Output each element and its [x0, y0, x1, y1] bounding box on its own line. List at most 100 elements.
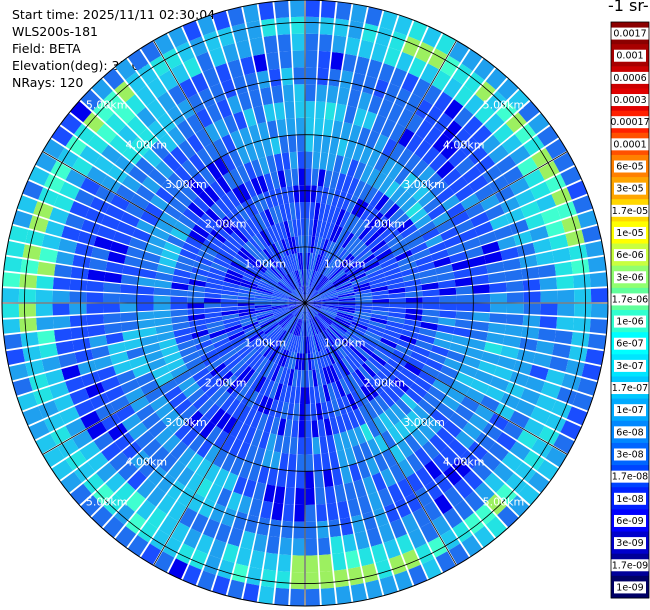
ray-gate-cell: [488, 322, 506, 334]
ray-gate-cell: [352, 243, 368, 258]
ray-gate-cell: [335, 380, 346, 398]
ray-gate-cell: [126, 347, 145, 360]
ray-gate-cell: [420, 275, 438, 285]
ray-gate-cell: [394, 498, 412, 518]
ray-gate-cell: [132, 228, 151, 243]
ray-gate-cell: [397, 148, 414, 167]
ray-gate-cell: [344, 332, 360, 346]
ray-gate-cell: [330, 269, 345, 282]
ray-gate-cell: [28, 215, 49, 233]
ray-gate-cell: [80, 410, 101, 429]
ray-gate-cell: [276, 570, 291, 589]
ray-gate-cell: [277, 312, 292, 325]
ray-gate-cell: [217, 559, 235, 580]
ray-gate-cell: [238, 91, 253, 111]
ray-gate-cell: [293, 290, 305, 303]
ray-gate-cell: [203, 554, 221, 575]
ray-gate-cell: [358, 547, 374, 567]
ray-gate-cell: [355, 305, 373, 310]
colorbar-label-bg: [608, 382, 650, 395]
ray-gate-cell: [449, 251, 468, 264]
ray-gate-cell: [258, 585, 275, 605]
ray-gate-cell: [105, 261, 124, 274]
ray-gate-cell: [522, 315, 541, 327]
ray-gate-cell: [319, 554, 333, 572]
ray-gate-cell: [313, 134, 323, 153]
ray-gate-cell: [315, 276, 328, 291]
ray-gate-cell: [420, 321, 438, 331]
ray-gate-cell: [204, 444, 221, 464]
ray-gate-cell: [354, 530, 370, 550]
ray-gate-cell: [448, 543, 470, 565]
ray-gate-cell: [331, 189, 342, 207]
ray-gate-cell: [321, 303, 339, 305]
ray-gate-cell: [281, 278, 294, 292]
ray-gate-cell: [305, 303, 321, 309]
ray-gate-cell: [517, 157, 538, 177]
ray-gate-cell: [305, 300, 322, 303]
ray-gate-cell: [290, 572, 305, 590]
ray-gate-cell: [497, 78, 519, 100]
ray-gate-cell: [253, 482, 266, 501]
ray-gate-cell: [475, 432, 496, 451]
ray-gate-cell: [330, 345, 342, 362]
ray-gate-cell: [69, 279, 88, 291]
ray-gate-cell: [314, 274, 325, 290]
ray-gate-cell: [305, 291, 318, 303]
ray-gate-cell: [523, 303, 541, 315]
ray-gate-cell: [245, 326, 262, 337]
ray-gate-cell: [517, 429, 538, 449]
ray-gate-cell: [315, 101, 326, 119]
ray-gate-cell: [65, 135, 87, 156]
ray-gate-cell: [305, 538, 318, 556]
ray-gate-cell: [468, 441, 488, 461]
ray-gate-cell: [374, 153, 389, 172]
ray-gate-cell: [86, 280, 104, 292]
ray-gate-cell: [275, 311, 291, 322]
ray-gate-cell: [345, 550, 361, 569]
ray-gate-cell: [321, 307, 338, 314]
ray-gate-cell: [225, 273, 243, 282]
ray-gate-cell: [25, 229, 45, 247]
ray-gate-cell: [142, 342, 161, 355]
ray-gate-cell: [430, 409, 449, 427]
ray-gate-cell: [299, 336, 304, 354]
ray-gate-cell: [17, 392, 38, 411]
ray-gate-cell: [470, 378, 490, 395]
ray-gate-cell: [172, 275, 190, 285]
ray-gate-cell: [89, 335, 108, 348]
ray-gate-cell: [305, 303, 322, 308]
ray-gate-cell: [5, 348, 25, 366]
ray-gate-cell: [314, 316, 325, 332]
ray-gate-cell: [311, 271, 319, 288]
ray-gate-cell: [187, 308, 205, 315]
ray-gate-cell: [266, 52, 280, 71]
ray-gate-cell: [257, 413, 269, 431]
ray-gate-cell: [379, 575, 398, 596]
ray-gate-cell: [239, 127, 253, 146]
ray-gate-cell: [388, 307, 406, 314]
ray-gate-cell: [386, 277, 404, 286]
ray-gate-cell: [57, 147, 79, 168]
ray-gate-cell: [462, 422, 482, 441]
ray-gate-cell: [244, 180, 257, 198]
ray-gate-cell: [293, 185, 300, 203]
ray-gate-cell: [412, 184, 430, 202]
ray-gate-cell: [222, 281, 240, 289]
ray-gate-cell: [271, 263, 284, 278]
ray-gate-cell: [257, 122, 270, 141]
ray-gate-cell: [350, 583, 368, 603]
ray-gate-cell: [291, 168, 299, 186]
ray-gate-cell: [309, 386, 316, 404]
ray-gate-cell: [220, 243, 237, 257]
ray-gate-cell: [20, 259, 39, 274]
ray-gate-cell: [348, 20, 364, 40]
ray-gate-cell: [221, 79, 237, 99]
ray-gate-cell: [354, 289, 372, 295]
ray-gate-cell: [12, 210, 33, 229]
ray-gate-cell: [317, 255, 326, 273]
ray-gate-cell: [585, 240, 605, 258]
ray-gate-cell: [299, 252, 304, 270]
ray-gate-cell: [371, 290, 389, 296]
